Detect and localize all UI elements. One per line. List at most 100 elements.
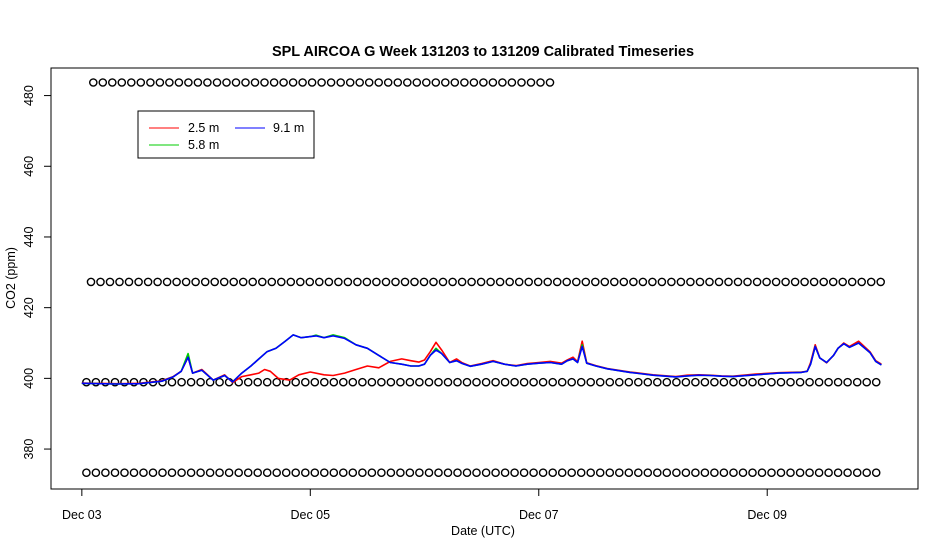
marker-point: [595, 468, 605, 478]
marker-point: [367, 377, 377, 387]
marker-point: [334, 277, 343, 287]
marker-point: [139, 468, 148, 478]
marker-point: [481, 468, 491, 478]
marker-point: [329, 468, 339, 478]
marker-point: [500, 377, 510, 387]
marker-point: [434, 468, 443, 478]
marker-point: [862, 377, 872, 387]
marker-point: [748, 377, 757, 387]
x-tick-label: Dec 03: [62, 508, 102, 522]
marker-point: [143, 277, 153, 287]
y-axis-label: CO2 (ppm): [4, 247, 18, 309]
marker-point: [276, 277, 286, 287]
marker-point: [167, 377, 177, 387]
marker-point: [600, 277, 610, 287]
marker-point: [443, 377, 453, 387]
series-line-9-1-m: [81, 334, 882, 385]
marker-point: [82, 377, 91, 387]
marker-point: [421, 78, 431, 87]
marker-point: [498, 78, 507, 87]
marker-point: [98, 78, 108, 87]
marker-point: [86, 277, 96, 287]
marker-point: [431, 78, 441, 87]
marker-point: [343, 277, 353, 287]
marker-point: [838, 277, 848, 287]
marker-point: [714, 277, 724, 287]
x-tick-label: Dec 09: [747, 508, 787, 522]
marker-point: [567, 377, 577, 387]
marker-point: [177, 377, 186, 387]
marker-point: [576, 377, 586, 387]
marker-point: [643, 377, 653, 387]
marker-point: [615, 377, 624, 387]
plot-frame: [50, 67, 919, 490]
marker-point: [871, 377, 881, 387]
marker-point: [529, 468, 538, 478]
marker-row-1: [86, 277, 886, 287]
marker-point: [298, 78, 307, 87]
marker-point: [377, 468, 386, 478]
marker-point: [355, 78, 365, 87]
marker-point: [281, 377, 291, 387]
marker-point: [281, 468, 291, 478]
marker-point: [269, 78, 279, 87]
marker-point: [96, 277, 105, 287]
marker-point: [215, 468, 224, 478]
marker-point: [505, 277, 515, 287]
marker-point: [828, 277, 838, 287]
marker-point: [319, 468, 329, 478]
marker-point: [117, 78, 127, 87]
marker-point: [124, 277, 134, 287]
marker-point: [557, 468, 567, 478]
marker-point: [686, 277, 695, 287]
marker-point: [615, 468, 624, 478]
marker-point: [374, 78, 384, 87]
marker-point: [476, 277, 486, 287]
marker-point: [548, 468, 558, 478]
marker-row-3: [82, 468, 881, 478]
legend: 2.5 m 5.8 m 9.1 m: [137, 110, 315, 159]
marker-point: [657, 277, 667, 287]
marker-point: [833, 377, 843, 387]
marker-point: [843, 468, 852, 478]
marker-point: [381, 277, 391, 287]
marker-point: [519, 377, 529, 387]
marker-point: [364, 78, 374, 87]
marker-point: [634, 377, 643, 387]
marker-point: [329, 377, 339, 387]
marker-point: [634, 468, 643, 478]
marker-point: [120, 468, 129, 478]
marker-point: [396, 377, 405, 387]
marker-point: [402, 78, 412, 87]
marker-point: [814, 468, 824, 478]
marker-point: [319, 377, 329, 387]
marker-point: [291, 468, 301, 478]
marker-point: [120, 377, 129, 387]
marker-point: [786, 377, 795, 387]
marker-point: [719, 468, 729, 478]
marker-point: [653, 468, 662, 478]
marker-point: [814, 377, 824, 387]
marker-point: [257, 277, 267, 287]
marker-point: [852, 377, 862, 387]
marker-point: [738, 377, 748, 387]
marker-point: [491, 377, 500, 387]
marker-point: [648, 277, 657, 287]
marker-point: [162, 277, 172, 287]
marker-point: [824, 377, 833, 387]
marker-point: [595, 377, 605, 387]
marker-point: [767, 468, 776, 478]
legend-label-2-5m: 2.5 m: [188, 121, 219, 135]
marker-point: [386, 377, 396, 387]
marker-point: [400, 277, 410, 287]
marker-point: [605, 377, 615, 387]
marker-point: [262, 468, 272, 478]
marker-point: [833, 468, 843, 478]
marker-point: [450, 78, 460, 87]
legend-label-9-1m: 9.1 m: [273, 121, 304, 135]
marker-point: [800, 277, 809, 287]
marker-point: [412, 78, 422, 87]
marker-point: [184, 78, 193, 87]
marker-point: [146, 78, 155, 87]
